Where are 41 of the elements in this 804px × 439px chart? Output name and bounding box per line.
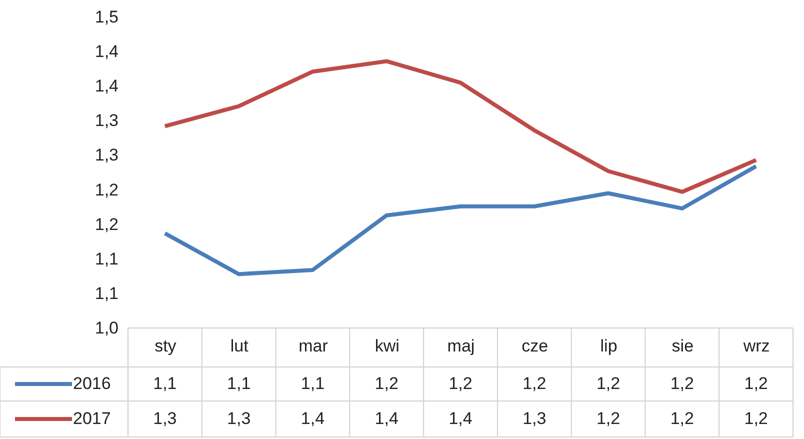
y-tick-label: 1,1 [94,249,118,268]
y-tick-label: 1,3 [94,111,118,130]
data-label: 1,3 [227,409,251,428]
line-series [162,164,758,276]
x-tick-label: kwi [374,336,400,356]
data-label: 1,2 [744,374,768,393]
data-label: 1,2 [670,374,694,393]
y-tick-label: 1,5 [94,8,118,26]
data-label: 1,2 [596,374,620,393]
y-tick-label: 1,1 [94,284,118,303]
data-label: 1,2 [670,409,694,428]
line-series [162,59,758,194]
x-tick-label: lip [600,336,618,356]
data-label: 1,2 [374,374,398,393]
y-tick-label: 1,3 [94,146,118,165]
data-label: 1,2 [596,409,620,428]
x-tick-label: sie [672,336,694,356]
data-label: 1,4 [300,409,325,428]
y-tick-label: 1,4 [94,76,118,96]
x-tick-label: wrz [742,336,770,356]
data-label: 1,2 [522,374,546,393]
y-tick-label: 1,2 [94,214,118,234]
data-label: 1,4 [448,409,472,428]
legend-label: 2016 [73,374,111,393]
x-tick-label: mar [298,336,328,356]
y-tick-label: 1,0 [94,318,118,338]
data-label: 1,2 [744,409,768,428]
data-label: 1,1 [153,374,177,393]
x-tick-label: maj [447,336,475,356]
x-tick-label: cze [522,336,548,356]
data-label: 1,1 [227,374,251,393]
y-tick-label: 1,4 [94,42,118,62]
data-label: 1,3 [153,409,177,428]
data-label: 1,4 [374,409,398,428]
y-tick-label: 1,2 [94,180,118,200]
data-label: 1,3 [522,409,546,428]
legend-label: 2017 [73,409,111,428]
data-label: 1,1 [300,374,325,393]
x-tick-label: sty [154,336,177,356]
x-tick-label: lut [230,336,249,356]
data-label: 1,2 [448,374,472,393]
